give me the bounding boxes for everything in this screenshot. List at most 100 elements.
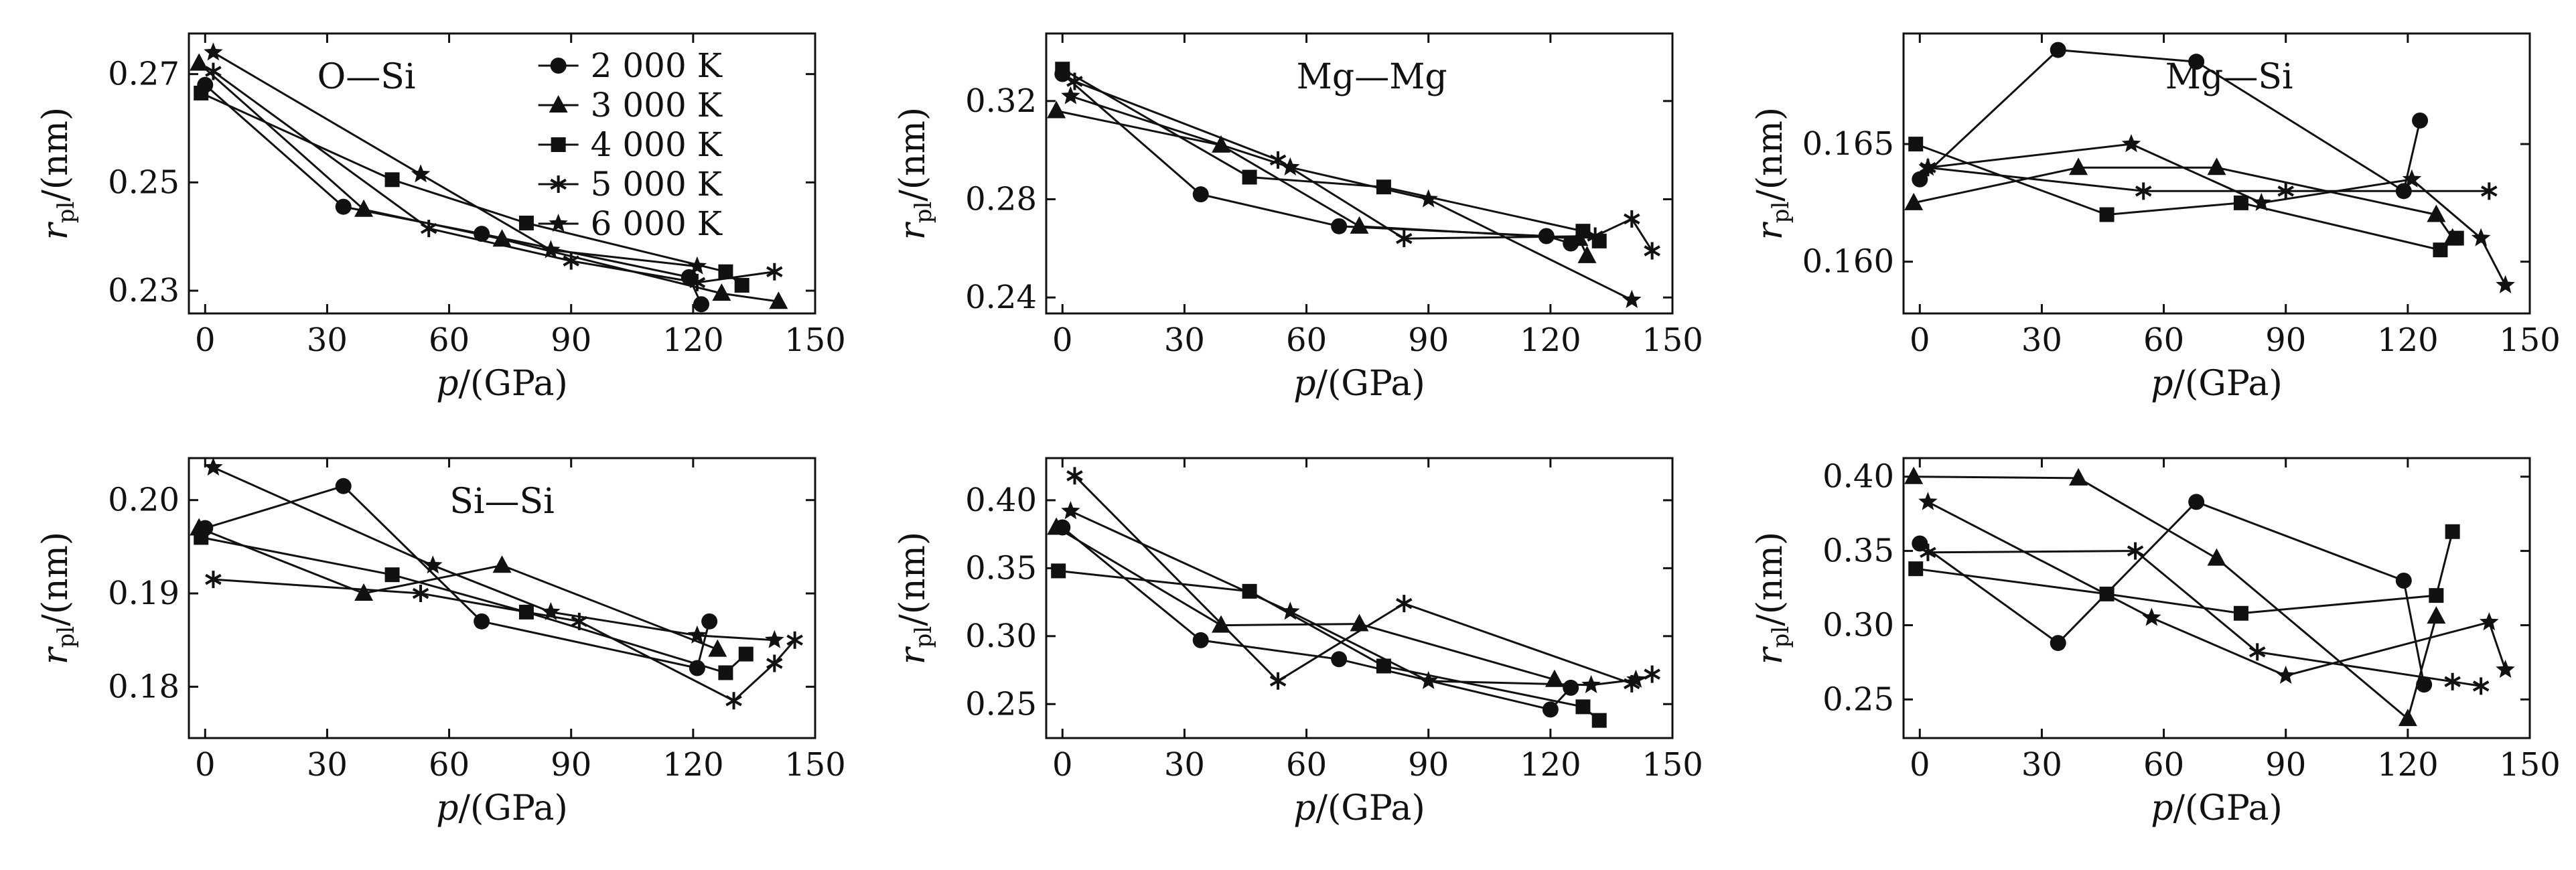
data-point-6000k [541,240,561,259]
data-point-6000k [2276,665,2295,684]
legend-label-4000k: 4 000 K [591,125,723,164]
data-point-4000k [1908,561,1924,577]
data-point-3000k [1047,100,1066,119]
data-point-3000k [354,583,374,601]
series-line-6000k [1070,510,1636,686]
data-point-3000k [708,639,727,657]
panel-3: 0 30 60 90 120 150 0.160 0.165 p/(GPa) rpl/(nm) Mg… [1750,32,2561,404]
x-tick-label: 60 [429,746,470,784]
plot-frame [188,32,816,315]
data-point-3000k [2427,606,2446,624]
y-axis-label: rpl/(nm) [35,532,80,664]
data-point-5000k [2127,542,2144,560]
data-point-3000k [2207,157,2226,175]
legend-label-6000k: 6 000 K [591,204,723,243]
panel-5: 0 30 60 90 120 150 0.25 0.30 0.35 0.40 p/(GPa) rpl/… [893,457,1703,828]
legend-marker-5000k [550,175,567,193]
data-point-5000k [1269,151,1287,169]
data-point-2000k [1542,701,1559,718]
data-point-4000k [1908,137,1924,152]
x-tick-label: 0 [1910,746,1930,784]
data-point-6000k [204,457,223,476]
data-point-5000k [1066,467,1083,485]
x-tick-label: 90 [551,746,591,784]
data-point-3000k [1904,192,1924,210]
legend-label-5000k: 5 000 K [591,165,723,204]
x-tick-label: 120 [662,746,724,784]
series-line-3000k [1913,166,2453,239]
data-point-5000k [1396,595,1413,613]
series-line-6000k [1070,95,1632,301]
data-point-2000k [693,296,709,313]
data-point-5000k [412,585,429,603]
data-point-4000k [2433,242,2448,258]
y-axis-label: rpl/(nm) [1750,107,1794,240]
data-point-5000k [205,62,222,80]
y-tick-label: 0.24 [965,279,1037,316]
data-point-5000k [766,263,783,281]
data-point-5000k [563,252,579,270]
data-point-4000k [718,264,733,279]
x-tick-label: 60 [1286,746,1327,784]
data-point-6000k [1281,601,1300,620]
data-point-3000k [1350,216,1369,234]
data-point-3000k [2069,467,2088,486]
data-point-4000k [384,172,400,188]
data-point-5000k [420,220,437,238]
y-tick-label: 0.165 [1802,125,1894,163]
data-point-4000k [1591,713,1607,728]
x-tick-label: 30 [307,746,348,784]
x-tick-label: 150 [2499,321,2561,359]
y-tick-label: 0.30 [1822,606,1894,644]
y-axis-label: rpl/(nm) [35,107,80,240]
x-tick-label: 150 [1642,321,1703,359]
panel-1: 0 30 60 90 120 150 0.23 0.25 0.27 p/(GPa) rpl/(nm)… [35,32,846,404]
data-point-4000k [734,277,749,293]
data-point-5000k [689,273,706,291]
x-tick-label: 30 [1164,321,1205,359]
x-tick-label: 90 [2265,746,2306,784]
plot-frame [188,457,816,739]
data-point-6000k [2480,612,2499,631]
data-point-6000k [1061,501,1080,520]
data-point-5000k [1396,230,1413,248]
data-point-2000k [2395,572,2412,589]
data-point-2000k [2188,494,2205,510]
data-point-2000k [689,660,705,676]
x-tick-label: 120 [662,321,724,359]
data-point-6000k [411,164,431,183]
data-point-5000k [2472,677,2490,695]
data-point-6000k [2496,660,2515,678]
series-line-6000k [1927,501,2507,677]
series-line-3000k [1056,526,1555,681]
panel-annotation: O—Si [317,57,416,97]
data-point-5000k [1624,210,1640,228]
series-line-4000k [1058,569,1600,721]
data-point-6000k [2496,275,2515,293]
data-point-2000k [1912,535,1928,552]
x-tick-label: 120 [1520,321,1581,359]
series-line-2000k [1062,73,1571,244]
panel-annotation: Si—Si [449,482,555,522]
x-tick-label: 90 [551,321,591,359]
y-tick-label: 0.35 [965,549,1037,587]
data-point-5000k [2444,672,2461,691]
data-point-2000k [2416,676,2433,693]
y-tick-label: 0.25 [1822,680,1894,718]
series-line-4000k [1916,531,2454,615]
data-point-3000k [2398,709,2417,727]
data-point-5000k [766,654,783,672]
data-point-5000k [1587,227,1603,245]
legend-marker-3000k [549,95,568,113]
data-point-4000k [1055,62,1070,77]
data-point-3000k [1047,517,1066,535]
data-point-6000k [1419,189,1438,208]
series-line-5000k [1928,550,2482,687]
plot-frame [1902,457,2531,739]
data-point-6000k [1061,86,1080,104]
y-axis-label: rpl/(nm) [893,532,937,664]
data-point-3000k [2427,204,2446,222]
x-tick-label: 0 [1910,321,1930,359]
data-point-6000k [687,256,707,275]
